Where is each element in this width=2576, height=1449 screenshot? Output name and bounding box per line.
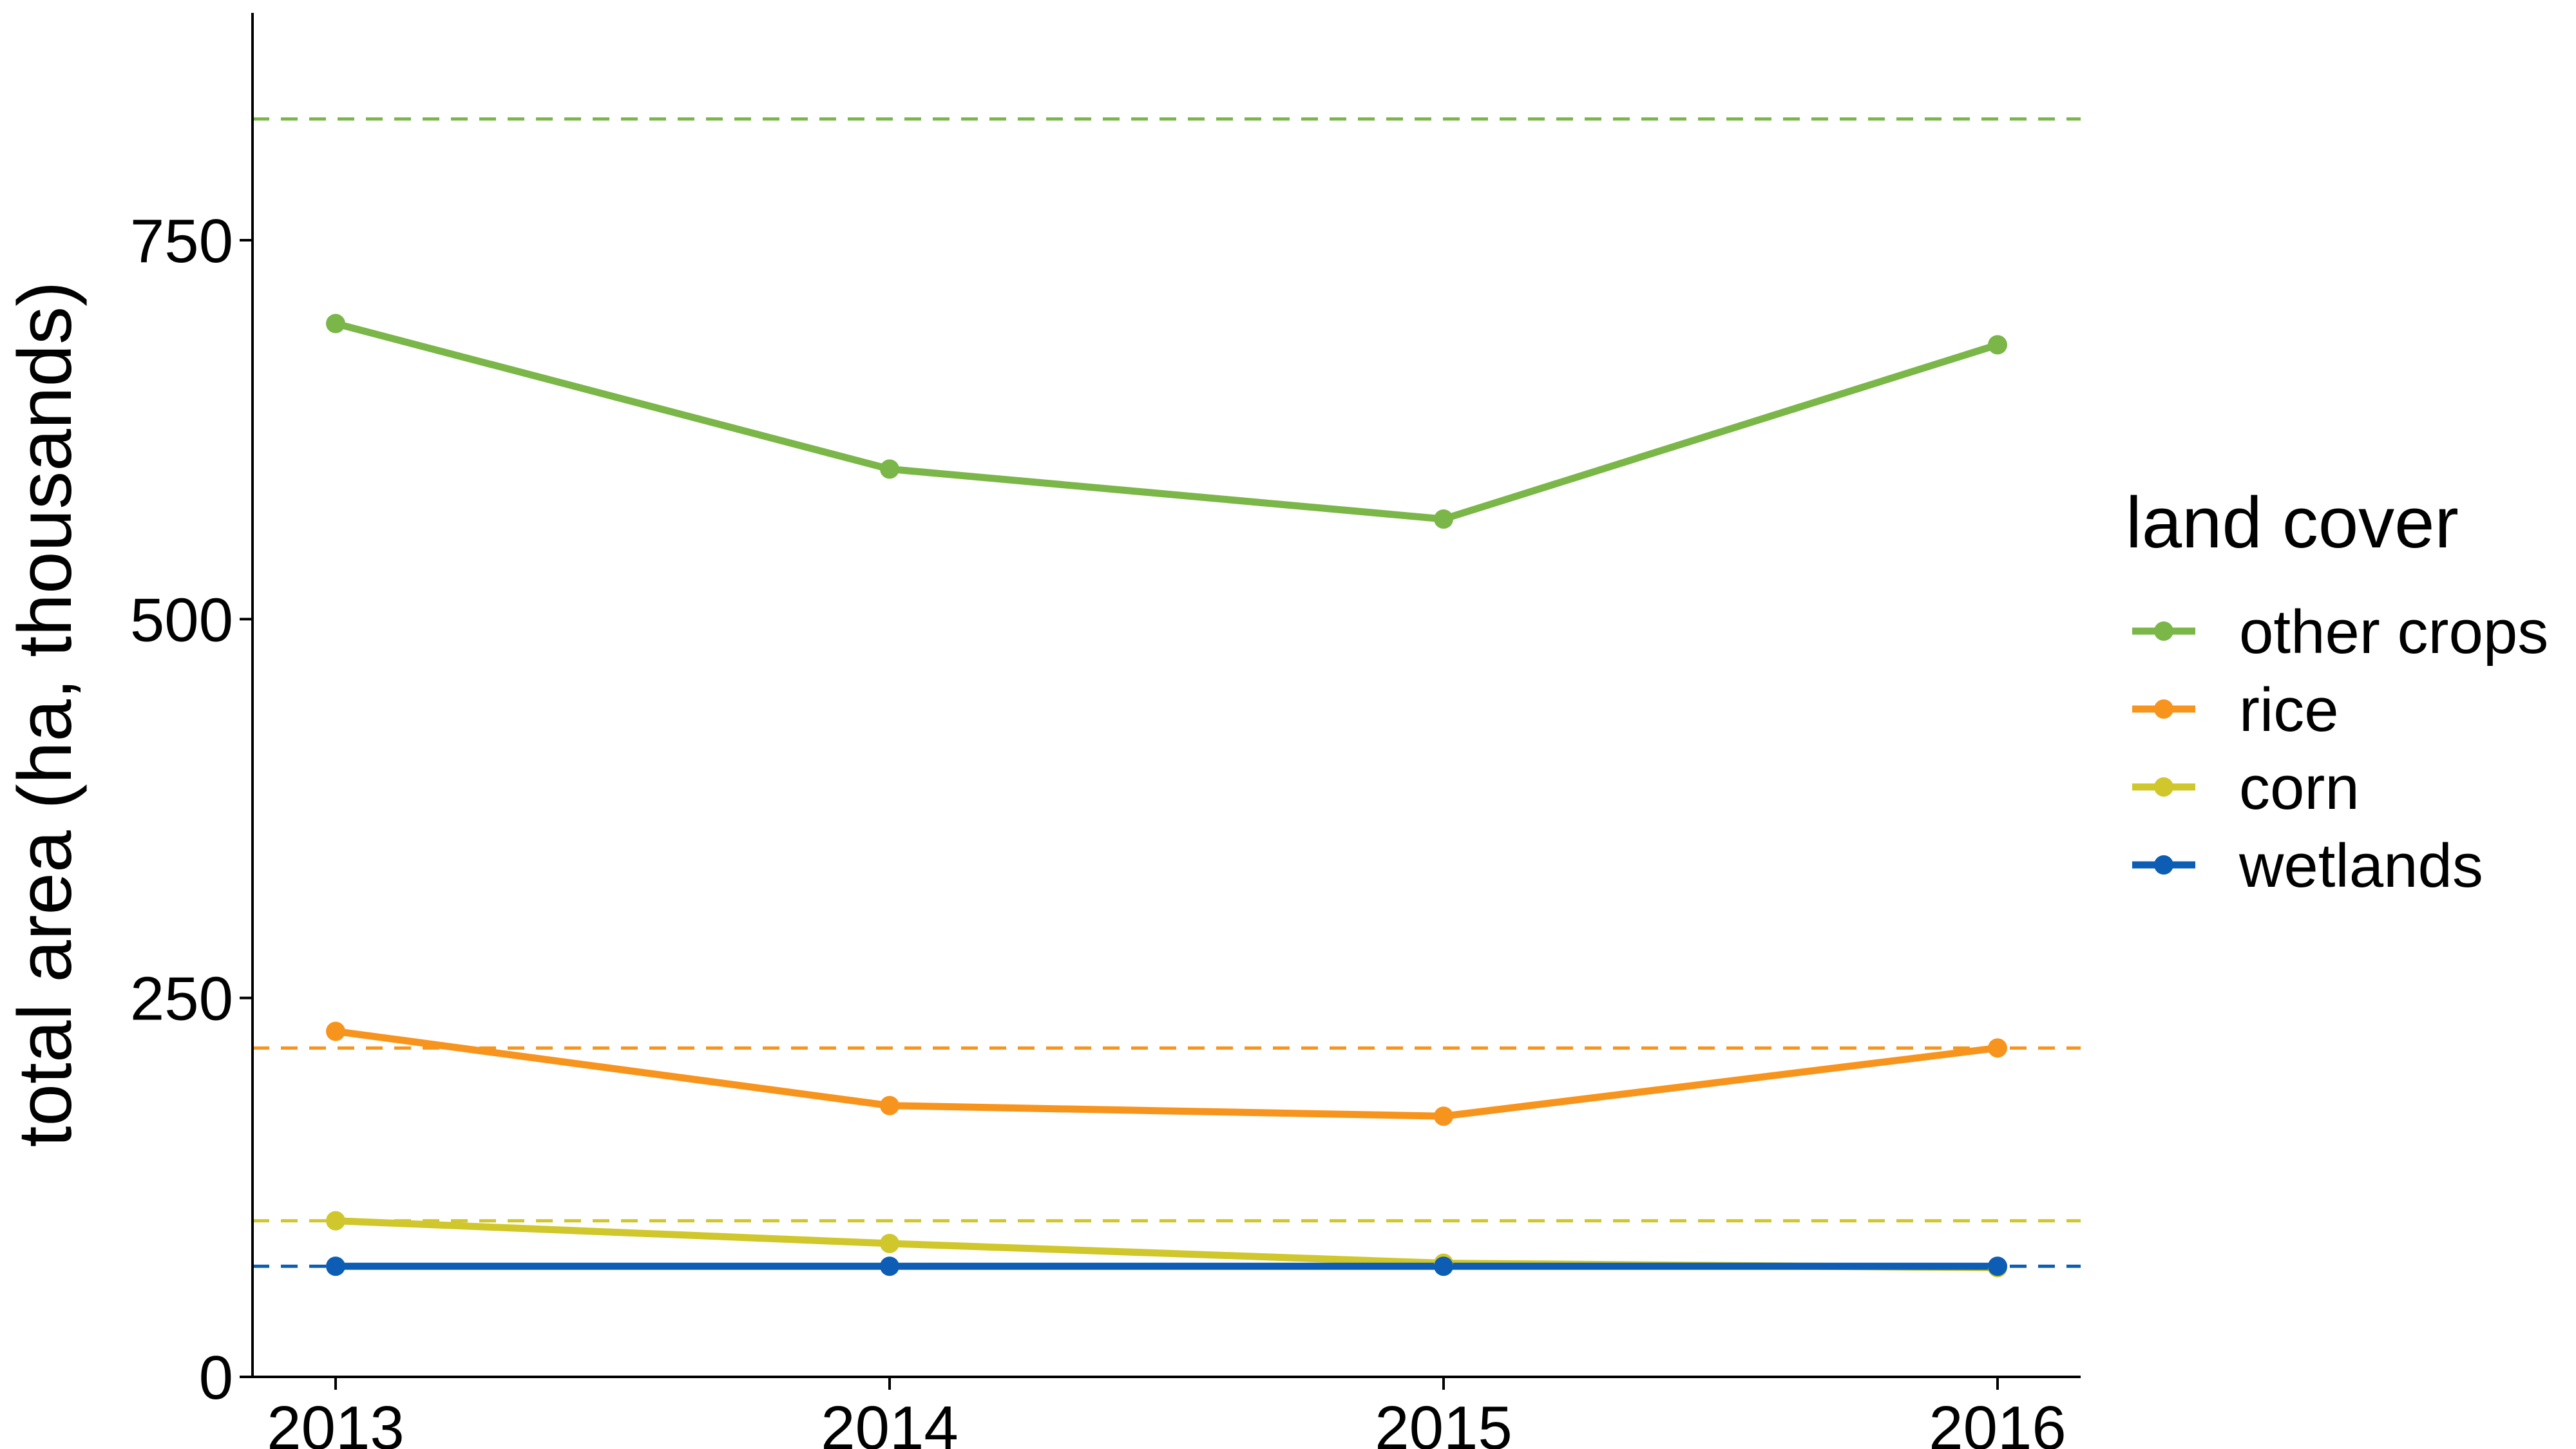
series-line-rice	[332, 1027, 2001, 1120]
point-rice-2015	[1434, 1106, 1453, 1126]
y-tick-label-250: 250	[130, 965, 233, 1034]
series-lines	[332, 319, 2001, 1272]
point-other-crops-2015	[1434, 509, 1453, 529]
legend-item-other-crops: other crops	[2132, 598, 2548, 667]
y-tick-label-500: 500	[130, 585, 233, 654]
legend-key-point-rice	[2154, 699, 2173, 719]
y-tick-label-0: 0	[199, 1343, 233, 1412]
point-other-crops-2014	[880, 459, 899, 479]
reference-lines	[253, 117, 2081, 1268]
point-wetlands-2015	[1434, 1256, 1453, 1276]
x-tick-label-2013: 2013	[267, 1394, 405, 1449]
x-axis-ticks: 2013 2014 2015 2016	[267, 1377, 2066, 1449]
point-other-crops-2013	[326, 314, 345, 334]
series-line-other-crops	[332, 319, 2001, 523]
legend-label-corn: corn	[2239, 753, 2360, 822]
series-points	[326, 314, 2007, 1278]
legend-title: land cover	[2126, 482, 2459, 563]
legend-key-point-other-crops	[2154, 621, 2173, 641]
y-tick-label-750: 750	[130, 207, 233, 276]
legend-item-rice: rice	[2132, 676, 2339, 744]
legend-label-rice: rice	[2239, 676, 2339, 744]
legend-label-wetlands: wetlands	[2238, 831, 2483, 900]
legend-item-corn: corn	[2132, 753, 2360, 822]
point-corn-2013	[326, 1211, 345, 1231]
x-tick-label-2014: 2014	[821, 1394, 959, 1449]
x-tick-label-2015: 2015	[1375, 1394, 1512, 1449]
point-rice-2014	[880, 1095, 899, 1115]
legend-key-point-corn	[2154, 777, 2173, 797]
legend-items: other crops rice corn wetlands	[2132, 598, 2548, 900]
point-other-crops-2016	[1988, 335, 2007, 355]
y-axis-title: total area (ha, thousands)	[3, 281, 88, 1148]
point-wetlands-2013	[326, 1256, 345, 1276]
axes	[251, 13, 2081, 1378]
series-line-corn	[332, 1217, 2001, 1272]
point-rice-2016	[1988, 1038, 2007, 1058]
y-axis-ticks: 0 250 500 750	[130, 207, 253, 1412]
x-tick-label-2016: 2016	[1929, 1394, 2066, 1449]
legend-key-point-wetlands	[2154, 855, 2173, 875]
point-wetlands-2016	[1988, 1256, 2007, 1276]
point-rice-2013	[326, 1021, 345, 1041]
point-corn-2014	[880, 1233, 899, 1253]
legend-item-wetlands: wetlands	[2132, 831, 2483, 900]
point-wetlands-2014	[880, 1256, 899, 1276]
legend-label-other-crops: other crops	[2239, 598, 2548, 667]
legend: land cover other crops rice corn wetlands	[2126, 482, 2548, 900]
